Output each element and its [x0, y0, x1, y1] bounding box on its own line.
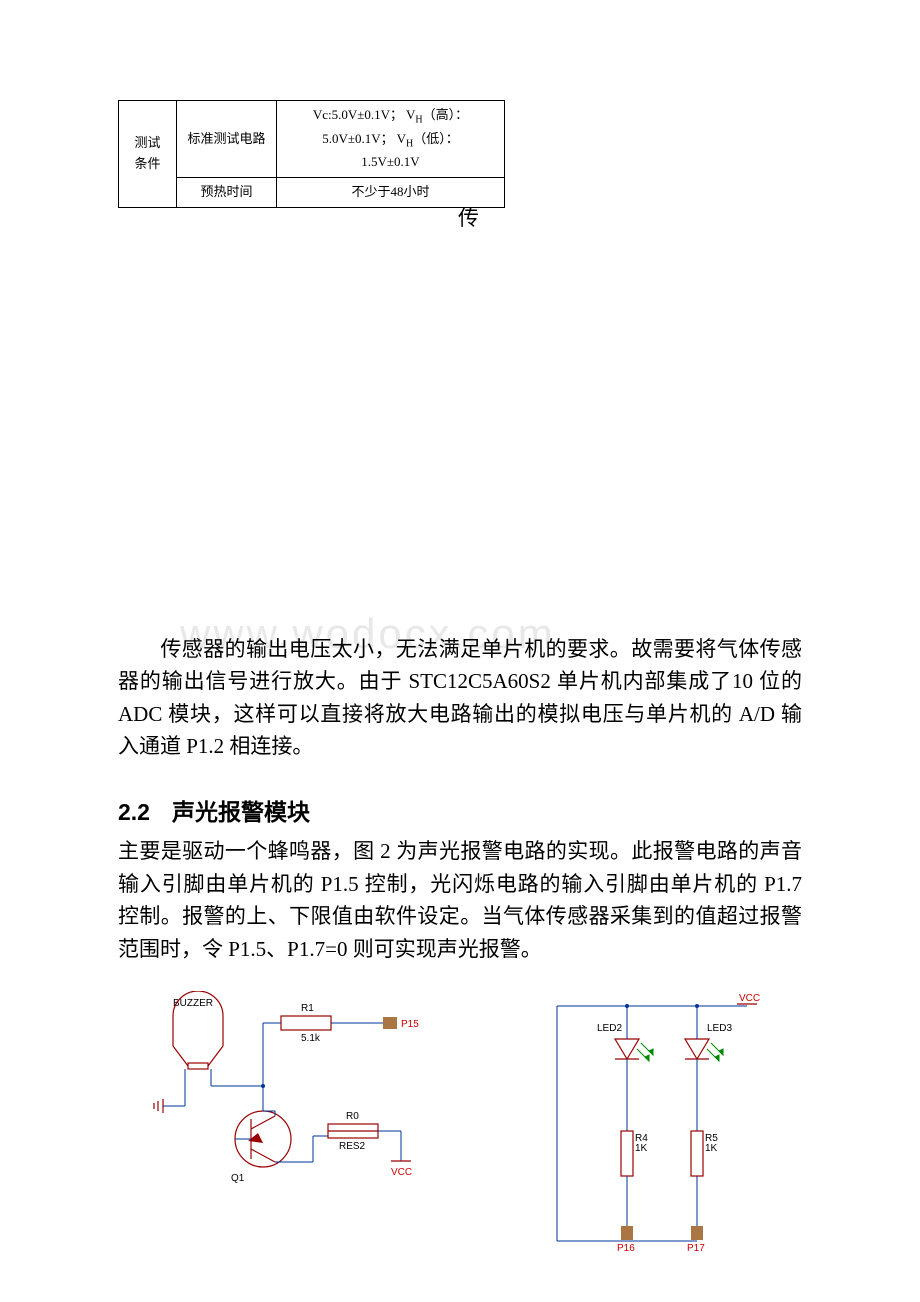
test-condition-label: 测试 条件 [119, 101, 177, 208]
p16-label: P16 [617, 1243, 635, 1251]
vcc-label: VCC [391, 1167, 412, 1178]
led3-label: LED3 [707, 1023, 732, 1034]
led-circuit: VCC LED2 LED3 R4 [527, 991, 787, 1251]
paragraph-2: 主要是驱动一个蜂鸣器，图 2 为声光报警电路的实现。此报警电路的声音输入引脚由单… [118, 835, 802, 965]
r4-value: 1K [635, 1143, 648, 1154]
paragraph-1: 传感器的输出电压太小，无法满足单片机的要求。故需要将气体传感器的输出信号进行放大… [118, 633, 802, 763]
r0-label: R0 [346, 1111, 359, 1122]
circuit-diagrams: BUZZER R1 5.1k P15 [118, 991, 802, 1251]
p15-label: P15 [401, 1019, 419, 1030]
q1-label: Q1 [231, 1173, 245, 1184]
vcc-top-label: VCC [739, 993, 760, 1004]
preheat-label: 预热时间 [177, 177, 277, 207]
section-heading: 2.2声光报警模块 [118, 793, 802, 827]
test-conditions-table: 测试 条件 标准测试电路 Vc:5.0V±0.1V； VH（高）： 5.0V±0… [118, 100, 802, 208]
r1-label: R1 [301, 1003, 314, 1014]
test-circuit-label: 标准测试电路 [177, 101, 277, 178]
buzzer-circuit: BUZZER R1 5.1k P15 [133, 991, 453, 1221]
test-voltage-values: Vc:5.0V±0.1V； VH（高）： 5.0V±0.1V； VH（低）： 1… [277, 101, 505, 178]
r1-value: 5.1k [301, 1033, 321, 1044]
float-character: 传 [458, 202, 479, 232]
r0-value: RES2 [339, 1141, 366, 1152]
r5-value: 1K [705, 1143, 718, 1154]
p17-label: P17 [687, 1243, 705, 1251]
led2-label: LED2 [597, 1023, 622, 1034]
